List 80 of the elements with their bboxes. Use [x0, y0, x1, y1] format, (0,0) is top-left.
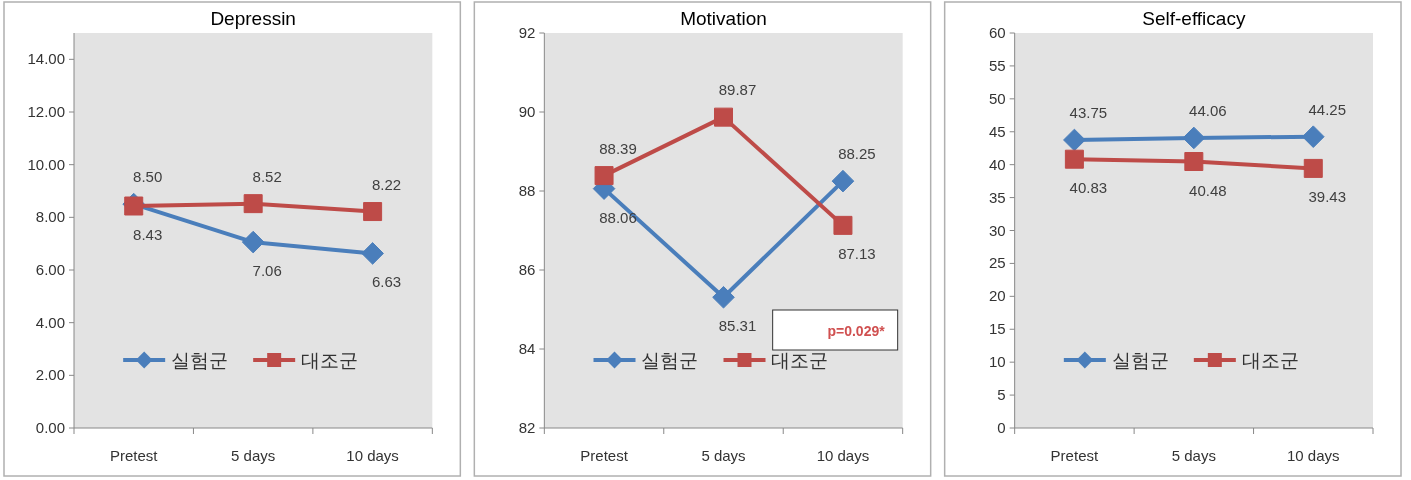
data-label: 44.25	[1308, 100, 1347, 118]
y-tick-label: 30	[988, 221, 1006, 239]
data-label: 85.31	[718, 317, 757, 335]
chart-title: Self-efficacy	[1142, 8, 1246, 29]
y-tick-label: 12.00	[27, 103, 65, 120]
point	[831, 169, 855, 193]
point	[1301, 125, 1325, 148]
data-label: 88.06	[599, 208, 637, 226]
legend-label: 대조군	[1241, 350, 1299, 371]
y-tick-label: 25	[988, 254, 1006, 272]
point	[712, 285, 735, 309]
data-label: 40.48	[1189, 181, 1227, 199]
y-tick-label: 35	[988, 188, 1006, 206]
legend-label: 실험군	[171, 350, 229, 371]
y-tick-label: 82	[518, 419, 536, 436]
x-tick-label: Pretest	[109, 447, 159, 464]
y-tick-label: 5	[997, 386, 1006, 404]
y-tick-label: 4.00	[35, 313, 65, 331]
chart-title: Depressin	[210, 8, 296, 29]
y-tick-label: 14.00	[27, 50, 65, 68]
legend-label: 실험군	[1111, 350, 1169, 371]
data-label: 7.06	[252, 262, 282, 280]
x-tick-label: Pretest	[580, 447, 629, 464]
y-tick-label: 60	[988, 24, 1006, 41]
point	[361, 242, 384, 265]
y-tick-label: 0.00	[35, 419, 65, 436]
y-tick-label: 10	[988, 353, 1006, 371]
point	[363, 202, 383, 222]
point	[714, 107, 733, 127]
y-tick-label: 8.00	[35, 208, 65, 226]
x-tick-label: 10 days	[346, 447, 399, 464]
y-tick-label: 86	[518, 261, 536, 278]
y-tick-label: 90	[518, 103, 536, 120]
data-label: 40.83	[1069, 179, 1108, 197]
data-label: 87.13	[838, 245, 876, 263]
point	[1182, 126, 1206, 150]
x-tick-label: 10 days	[816, 447, 870, 464]
data-label: 8.50	[133, 168, 163, 186]
chart-title: Motivation	[680, 8, 767, 29]
y-tick-label: 2.00	[35, 366, 65, 384]
legend-label: 대조군	[301, 350, 359, 371]
y-tick-label: 50	[988, 89, 1006, 107]
y-tick-label: 40	[988, 155, 1006, 173]
x-tick-label: 10 days	[1287, 447, 1340, 464]
y-tick-label: 55	[988, 56, 1006, 74]
y-tick-label: 10.00	[27, 155, 65, 173]
y-tick-label: 0	[997, 419, 1006, 436]
point	[1063, 128, 1086, 152]
y-tick-label: 92	[518, 24, 536, 41]
point	[594, 166, 614, 186]
point	[1064, 149, 1084, 169]
legend-label: 대조군	[771, 350, 829, 371]
point	[1184, 152, 1204, 172]
x-tick-label: 5 days	[701, 447, 746, 464]
annotation: p=0.029*	[827, 323, 886, 339]
data-label: 88.25	[838, 145, 876, 163]
data-label: 88.39	[599, 139, 637, 157]
data-label: 8.22	[372, 175, 402, 193]
x-tick-label: 5 days	[231, 447, 276, 464]
data-label: 6.63	[372, 273, 402, 291]
legend-label: 실험군	[641, 350, 699, 371]
point	[243, 194, 263, 214]
point	[241, 230, 265, 254]
y-tick-label: 84	[518, 340, 536, 357]
data-label: 39.43	[1308, 188, 1347, 206]
x-tick-label: Pretest	[1050, 447, 1099, 464]
data-label: 44.06	[1189, 101, 1227, 119]
data-label: 8.43	[133, 226, 163, 244]
point	[124, 196, 144, 216]
y-tick-label: 88	[518, 182, 536, 199]
point	[1303, 158, 1323, 178]
y-tick-label: 45	[988, 122, 1006, 140]
data-label: 8.52	[252, 167, 282, 185]
data-label: 89.87	[718, 81, 757, 99]
y-tick-label: 6.00	[35, 261, 65, 278]
data-label: 43.75	[1069, 103, 1108, 121]
y-tick-label: 15	[988, 320, 1006, 338]
point	[833, 215, 853, 235]
x-tick-label: 5 days	[1171, 447, 1216, 464]
y-tick-label: 20	[988, 287, 1006, 305]
